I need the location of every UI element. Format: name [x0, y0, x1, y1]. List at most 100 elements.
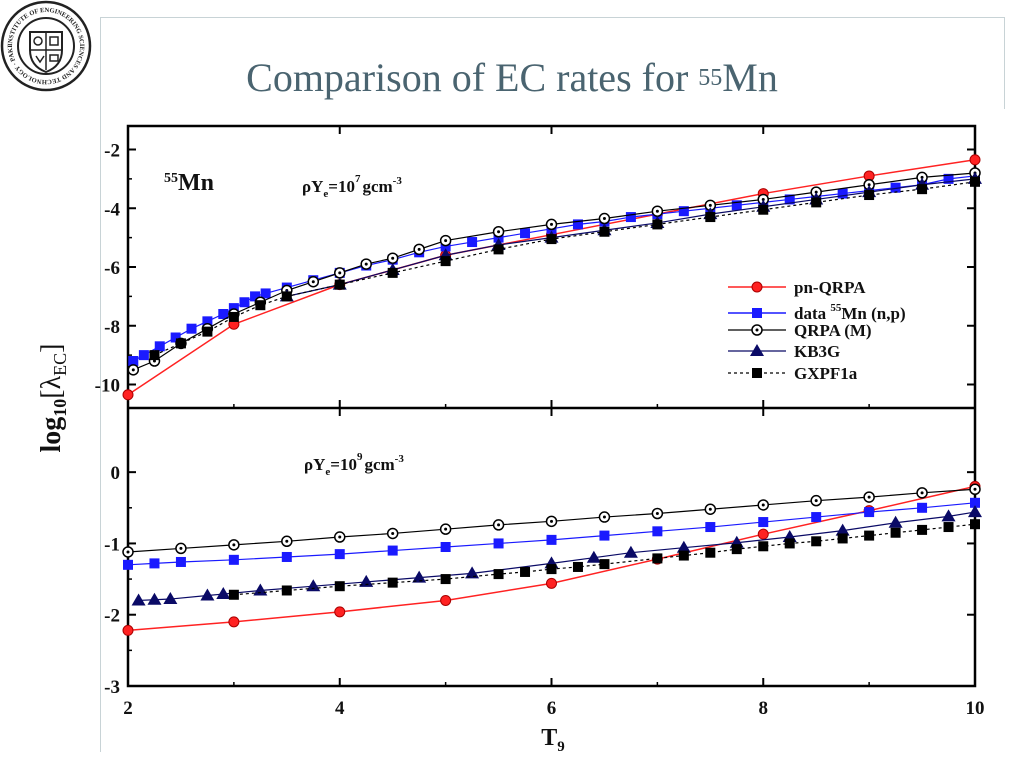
data-point-qrpa_m-dot	[655, 511, 659, 515]
data-point-gxpf1a	[890, 527, 901, 538]
chart-legend: pn-QRPA data 55Mn (n,p) QRPA (M) KB3G GX…	[728, 278, 906, 383]
data-point-pn_qrpa	[757, 528, 769, 540]
data-point-data	[250, 291, 261, 302]
data-point-gxpf1a	[917, 184, 928, 195]
y-tick-label-upper: -8	[104, 317, 120, 338]
density-lower-unit: gcm	[364, 455, 394, 474]
density-upper-unit-exp: -3	[393, 175, 403, 187]
data-point-data	[228, 303, 239, 314]
data-point-gxpf1a	[334, 279, 345, 290]
institute-logo: INSTITUTE OF ENGINEERING SCIENCES AND TE…	[0, 0, 92, 92]
data-point-pn_qrpa	[334, 606, 346, 618]
data-point-kb3g	[131, 593, 146, 606]
legend-entry-qrpa-m: QRPA (M)	[728, 321, 872, 340]
legend-marker-kb3g	[750, 344, 764, 356]
data-point-gxpf1a	[705, 212, 716, 223]
y-axis-label-ec: EC	[50, 353, 70, 376]
data-point-qrpa_m-dot	[761, 197, 765, 201]
data-point-data	[186, 323, 197, 334]
legend-label-qrpa-m: QRPA (M)	[794, 321, 872, 340]
x-axis-label: T9	[541, 725, 565, 755]
data-point-qrpa_m-dot	[708, 507, 712, 511]
data-point-data	[138, 350, 149, 361]
y-tick-label-lower: -2	[104, 606, 120, 627]
data-point-kb3g	[941, 509, 956, 522]
data-point-qrpa_m-dot	[602, 217, 606, 221]
slide-title-element: Mn	[722, 55, 778, 100]
data-point-data	[228, 554, 239, 565]
slide-frame-left	[100, 17, 101, 752]
data-point-qrpa_m-dot	[867, 495, 871, 499]
legend-marker-pn-qrpa	[751, 281, 763, 293]
series-lower-qrpa_m	[122, 483, 981, 558]
data-point-gxpf1a	[255, 300, 266, 311]
data-point-gxpf1a	[678, 550, 689, 561]
data-point-qrpa_m-dot	[497, 523, 501, 527]
data-point-gxpf1a	[943, 522, 954, 533]
x-tick-label: 8	[759, 698, 769, 719]
series-line-kb3g	[138, 511, 976, 602]
data-point-kb3g	[200, 588, 215, 601]
data-point-qrpa_m-dot	[920, 491, 924, 495]
data-point-qrpa_m-dot	[550, 222, 553, 226]
density-lower-prefix: ρY	[304, 455, 325, 474]
data-point-pn_qrpa	[440, 594, 452, 606]
data-point-gxpf1a	[652, 553, 663, 564]
y-tick-label-upper: -2	[104, 141, 120, 162]
data-point-gxpf1a	[784, 538, 795, 549]
data-point-gxpf1a	[493, 569, 504, 580]
data-point-data	[281, 551, 292, 562]
density-upper-sub: e	[323, 188, 328, 200]
data-point-kb3g	[835, 523, 850, 536]
data-point-data	[149, 558, 160, 569]
data-point-kb3g	[147, 592, 162, 605]
y-axis-label-log-sub: 10	[50, 399, 70, 417]
data-point-qrpa_m-dot	[131, 368, 135, 372]
data-point-data	[520, 228, 531, 239]
y-axis-label-log: log	[36, 417, 67, 453]
y-axis-label-close: ]	[36, 343, 67, 352]
data-point-gxpf1a	[546, 234, 557, 245]
data-point-qrpa_m-dot	[867, 183, 871, 187]
y-tick-label-lower: -3	[104, 677, 120, 698]
legend-marker-gxpf1a	[752, 368, 762, 378]
slide-title: Comparison of EC rates for 55Mn	[0, 52, 1024, 110]
x-tick-label: 4	[335, 698, 345, 719]
legend-entry-data: data 55Mn (n,p)	[728, 302, 906, 323]
data-point-data	[123, 559, 133, 570]
data-point-gxpf1a	[202, 326, 213, 337]
data-point-gxpf1a	[281, 291, 292, 302]
y-axis-label-bracket: [λ	[36, 375, 67, 398]
density-upper-exp: 7	[355, 173, 361, 185]
series-lower-data	[123, 497, 980, 570]
density-label-upper: ρYe=107 gcm-3	[302, 173, 402, 200]
data-point-kb3g	[676, 540, 691, 553]
legend-label-data-rest: Mn (n,p)	[841, 304, 905, 323]
y-tick-label-upper: -4	[104, 199, 120, 220]
data-point-kb3g	[359, 574, 374, 587]
data-point-data	[202, 316, 213, 327]
data-point-gxpf1a	[917, 524, 928, 535]
data-point-pn_qrpa	[969, 154, 981, 166]
data-point-qrpa_m-dot	[126, 550, 130, 554]
data-point-data	[970, 497, 980, 508]
legend-entry-pn-qrpa: pn-QRPA	[728, 278, 866, 297]
data-point-pn_qrpa	[546, 577, 557, 589]
legend-label-pn-qrpa: pn-QRPA	[794, 278, 866, 297]
data-point-data	[811, 512, 822, 523]
data-point-data	[943, 173, 954, 184]
data-point-qrpa_m-dot	[920, 175, 924, 179]
x-tick-label: 2	[123, 698, 133, 719]
legend-label-data-sup: 55	[830, 302, 842, 314]
x-axis-label-t: T	[541, 725, 557, 751]
data-point-kb3g	[253, 583, 268, 596]
series-line-kb3g	[286, 178, 976, 297]
y-axis-label: log10[λEC]	[36, 343, 70, 452]
data-point-data	[239, 297, 250, 308]
data-point-gxpf1a	[520, 566, 531, 577]
data-point-kb3g	[888, 515, 903, 528]
data-point-gxpf1a	[281, 585, 292, 596]
data-point-qrpa_m-dot	[391, 256, 395, 260]
nucleus-symbol: Mn	[178, 170, 214, 196]
